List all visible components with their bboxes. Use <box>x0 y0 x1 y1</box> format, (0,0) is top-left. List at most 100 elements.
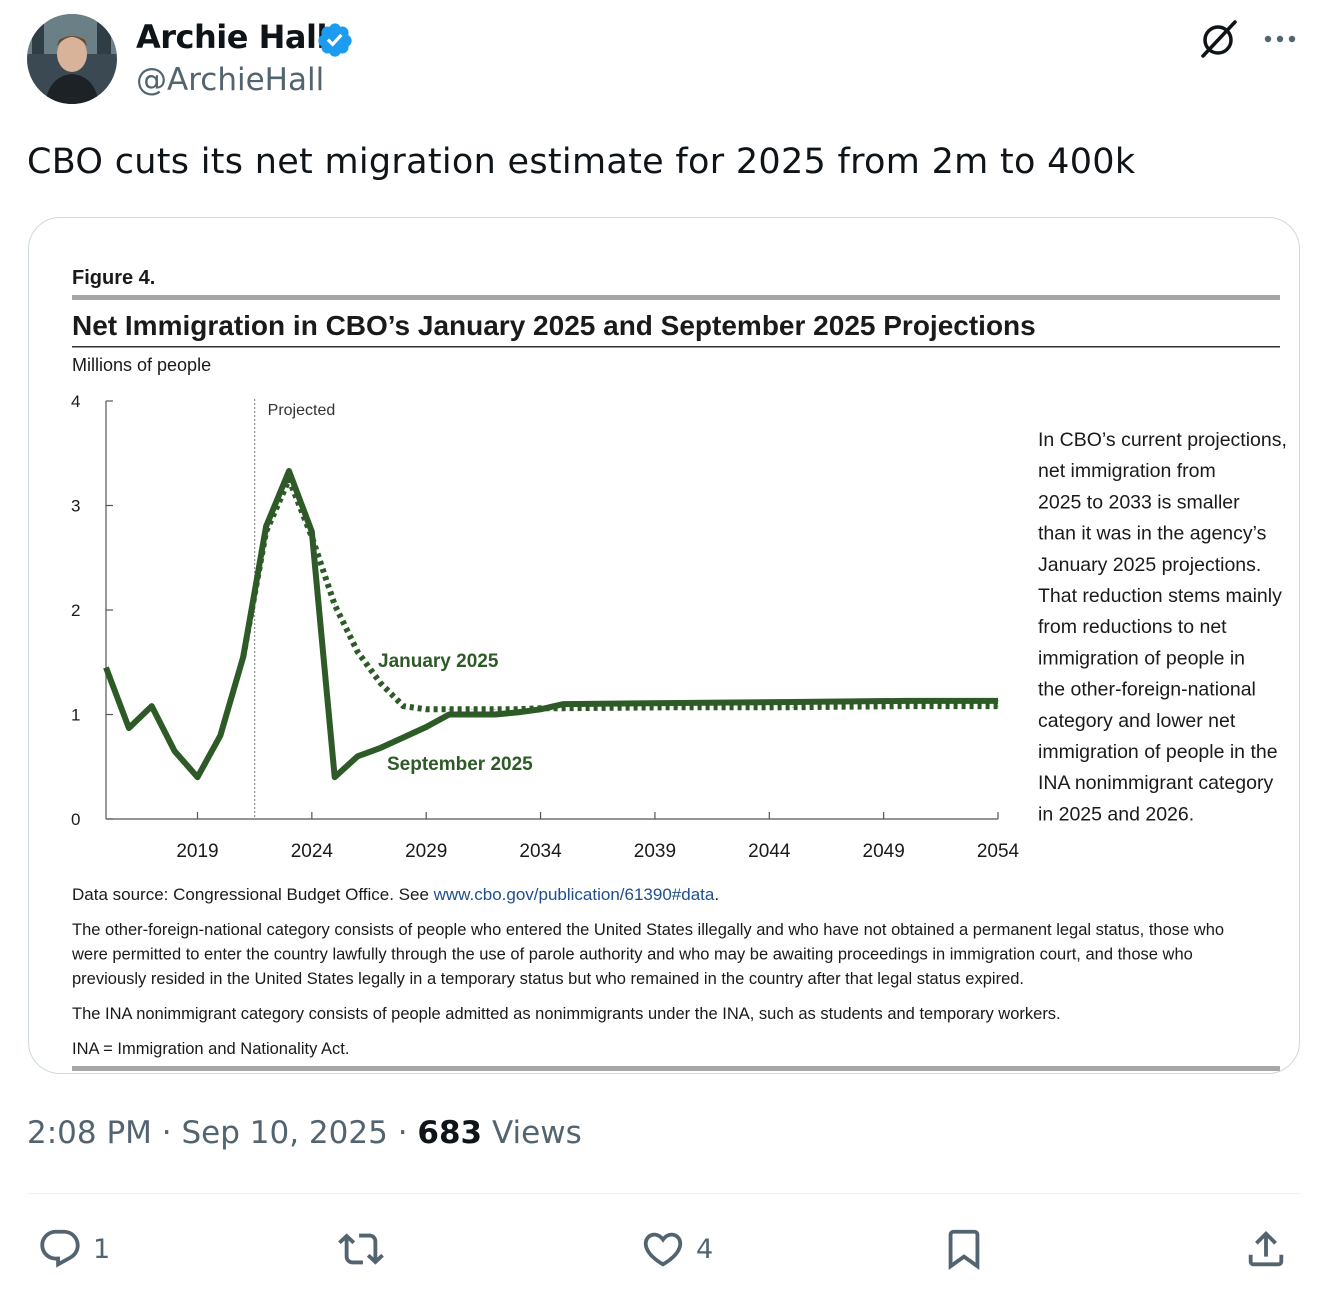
figure-note-other-foreign-national: The other-foreign-national category cons… <box>71 921 1224 988</box>
data-point-january-2025 <box>402 705 404 707</box>
annotation-line: That reduction stems mainly <box>1038 585 1282 607</box>
note-line: previously resided in the United States … <box>72 970 1024 988</box>
tweet-date[interactable]: Sep 10, 2025 <box>181 1115 388 1151</box>
divider <box>27 1193 1301 1194</box>
data-source-link: www.cbo.gov/publication/61390#data <box>433 885 715 904</box>
data-point-september-2025 <box>197 776 198 778</box>
like-count: 4 <box>696 1233 714 1265</box>
like-button[interactable]: 4 <box>640 1224 713 1274</box>
series-line-september-2025 <box>103 468 998 781</box>
x-tick-label: 2034 <box>519 841 562 862</box>
reply-button[interactable]: 1 <box>37 1224 110 1274</box>
y-tick-label: 4 <box>71 392 80 411</box>
repost-icon <box>338 1233 384 1265</box>
data-point-september-2025 <box>151 705 153 707</box>
verified-badge-icon <box>318 23 352 57</box>
data-point-january-2025 <box>906 705 907 707</box>
data-point-january-2025 <box>425 708 427 710</box>
annotation-line: category and lower net <box>1038 710 1236 732</box>
data-point-september-2025 <box>174 750 176 752</box>
data-point-january-2025 <box>448 708 450 710</box>
reply-icon <box>40 1229 80 1268</box>
data-point-september-2025 <box>997 700 999 702</box>
views-count: 683 <box>417 1115 483 1151</box>
share-icon <box>1248 1230 1284 1267</box>
y-tick-label: 0 <box>71 810 80 829</box>
annotation-line: immigration of people in <box>1038 647 1245 669</box>
annotation-line: in 2025 and 2026. <box>1038 803 1194 825</box>
y-tick-label: 2 <box>71 601 80 620</box>
figure-note-ina-definition: INA = Immigration and Nationality Act. <box>72 1040 349 1058</box>
data-point-september-2025 <box>219 734 221 736</box>
data-point-september-2025 <box>105 667 107 668</box>
figure-title: Net Immigration in CBO’s January 2025 an… <box>72 310 1036 341</box>
data-point-september-2025 <box>517 711 519 713</box>
series-line-january-2025 <box>240 476 998 713</box>
data-point-september-2025 <box>494 714 496 715</box>
views-label: Views <box>492 1115 582 1151</box>
x-tick-label: 2044 <box>748 841 791 862</box>
data-point-january-2025 <box>380 682 381 684</box>
tweet-time[interactable]: 2:08 PM <box>27 1115 152 1151</box>
grok-icon[interactable] <box>1198 18 1240 60</box>
chart-units-label: Millions of people <box>72 355 211 375</box>
data-point-september-2025 <box>265 525 267 527</box>
x-tick-label: 2024 <box>291 841 334 862</box>
data-point-january-2025 <box>494 708 496 710</box>
note-line: The other-foreign-national category cons… <box>72 921 1224 939</box>
data-point-september-2025 <box>791 701 793 703</box>
data-point-september-2025 <box>128 727 130 729</box>
x-tick-label: 2029 <box>405 841 447 862</box>
avatar-image <box>27 14 117 104</box>
projected-label: Projected <box>268 402 336 419</box>
data-point-january-2025 <box>997 705 999 707</box>
data-point-january-2025 <box>562 707 564 709</box>
data-point-september-2025 <box>471 714 473 715</box>
annotation-line: January 2025 projections. <box>1038 554 1261 576</box>
figure-label: Figure 4. <box>72 267 155 289</box>
x-tick-label: 2054 <box>977 841 1020 862</box>
heart-icon <box>643 1232 683 1267</box>
reply-count: 1 <box>93 1233 111 1265</box>
annotation-line: INA nonimmigrant category <box>1038 772 1273 794</box>
data-source-line: Data source: Congressional Budget Office… <box>72 885 719 904</box>
tweet-text: CBO cuts its net migration estimate for … <box>27 142 1136 182</box>
figure-note-ina: The INA nonimmigrant category consists o… <box>72 1005 1061 1023</box>
chart-plot: 0 1 2 3 4 2019 2024 2029 2034 2039 2044 2049 2054 Pro… <box>71 392 1020 862</box>
author-name[interactable]: Archie Hall <box>136 18 327 56</box>
annotation-line: In CBO’s current projections, <box>1038 429 1287 451</box>
data-point-september-2025 <box>334 776 336 778</box>
data-point-september-2025 <box>311 531 313 533</box>
share-button[interactable] <box>1243 1224 1289 1274</box>
more-options-icon[interactable] <box>1258 22 1302 56</box>
data-point-september-2025 <box>677 702 679 704</box>
figure-top-rule <box>72 295 1280 300</box>
annotation-line: than it was in the agency’s <box>1038 523 1267 545</box>
data-point-september-2025 <box>562 703 564 705</box>
figure-graphic: Figure 4. Net Immigration in CBO’s Janua… <box>71 267 1287 1071</box>
data-point-september-2025 <box>242 656 244 658</box>
tweet-media-image[interactable]: Figure 4. Net Immigration in CBO’s Janua… <box>28 217 1300 1074</box>
avatar[interactable] <box>27 14 117 104</box>
data-point-january-2025 <box>357 651 359 653</box>
data-point-september-2025 <box>540 708 542 710</box>
series-label: September 2025 <box>387 754 533 775</box>
series-label: January 2025 <box>378 651 499 672</box>
repost-button[interactable] <box>338 1224 384 1274</box>
annotation-line: 2025 to 2033 is smaller <box>1038 491 1240 513</box>
bookmark-button[interactable] <box>941 1224 987 1274</box>
data-point-january-2025 <box>471 708 473 710</box>
data-point-september-2025 <box>402 737 404 738</box>
tweet-meta: 2:08 PM · Sep 10, 2025 · 683 Views <box>27 1115 582 1151</box>
data-point-september-2025 <box>357 755 359 757</box>
chart-annotation: In CBO’s current projections, net immigra… <box>1038 429 1287 825</box>
x-tick-label: 2039 <box>634 841 676 862</box>
data-point-september-2025 <box>906 700 907 702</box>
y-tick-label: 1 <box>71 706 80 725</box>
annotation-line: the other-foreign-national <box>1038 679 1256 701</box>
data-point-september-2025 <box>288 470 290 472</box>
note-line: were permitted to enter the country lawf… <box>71 946 1193 964</box>
y-tick-label: 3 <box>71 497 80 516</box>
author-handle[interactable]: @ArchieHall <box>136 62 325 98</box>
annotation-line: net immigration from <box>1038 460 1216 482</box>
